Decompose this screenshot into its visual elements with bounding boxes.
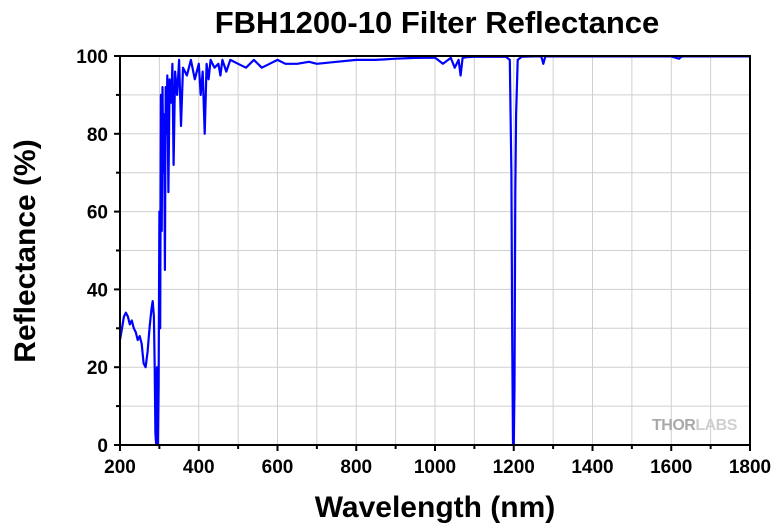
tick-layer: 200 400 600 800 1000 1200 1400 1600 1800 0 20 40 60 8… — [76, 47, 771, 478]
thorlabs-watermark: THORLABS — [652, 417, 738, 434]
y-tick-label: 80 — [87, 125, 108, 146]
x-tick-label: 1400 — [571, 457, 613, 478]
y-tick-label: 60 — [87, 203, 108, 224]
y-tick-label: 0 — [97, 436, 108, 457]
x-tick-label: 1800 — [729, 457, 771, 478]
x-tick-label: 600 — [262, 457, 294, 478]
x-axis-label: Wavelength (nm) — [315, 491, 556, 524]
x-tick-label: 1600 — [650, 457, 692, 478]
x-tick-label: 1200 — [493, 457, 535, 478]
chart-title: FBH1200-10 Filter Reflectance — [215, 5, 660, 40]
watermark-part2: LABS — [695, 417, 737, 434]
y-axis-label: Reflectance (%) — [9, 139, 42, 362]
svg-text:THORLABS: THORLABS — [652, 417, 738, 434]
watermark-part1: THOR — [652, 417, 696, 434]
x-tick-label: 800 — [340, 457, 372, 478]
x-tick-label: 1000 — [414, 457, 456, 478]
x-tick-label: 200 — [104, 457, 136, 478]
x-tick-label: 400 — [183, 457, 215, 478]
y-tick-label: 20 — [87, 358, 108, 379]
y-tick-label: 40 — [87, 280, 108, 301]
grid-layer — [120, 56, 750, 445]
y-tick-label: 100 — [76, 47, 108, 68]
